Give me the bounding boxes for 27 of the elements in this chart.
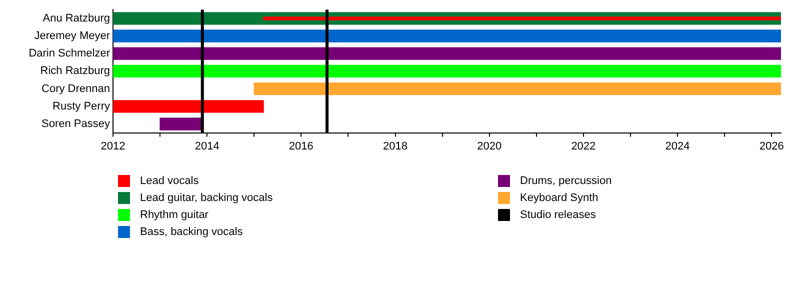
legend-label: Rhythm guitar bbox=[140, 208, 208, 220]
legend-label: Studio releases bbox=[520, 208, 596, 220]
bar bbox=[160, 118, 203, 130]
y-tick-label: Soren Passey bbox=[42, 118, 110, 130]
x-tick-label: 2012 bbox=[100, 140, 126, 152]
bar bbox=[113, 30, 781, 42]
x-tick-label: 2020 bbox=[477, 140, 502, 152]
legend-label: Lead guitar, backing vocals bbox=[140, 192, 273, 204]
x-tick-label: 2018 bbox=[383, 140, 408, 152]
y-tick-label: Rich Ratzburg bbox=[40, 65, 110, 78]
bar bbox=[113, 64, 781, 78]
legend-label: Drums, percussion bbox=[520, 174, 612, 186]
x-tick-label: 2014 bbox=[194, 140, 220, 152]
x-tick-label: 2016 bbox=[288, 140, 314, 152]
x-tick-label: 2022 bbox=[571, 140, 596, 152]
legend-label: Lead vocals bbox=[140, 174, 199, 186]
x-tick-label: 2024 bbox=[665, 140, 690, 152]
x-tick-label: 2026 bbox=[759, 140, 784, 152]
bar bbox=[254, 82, 781, 96]
y-tick-label: Rusty Perry bbox=[52, 100, 110, 112]
legend-label: Keyboard Synth bbox=[520, 192, 598, 204]
y-tick-label: Cory Drennan bbox=[42, 82, 110, 95]
bar bbox=[113, 47, 781, 60]
legend-label: Bass, backing vocals bbox=[140, 226, 243, 238]
y-tick-label: Darin Schmelzer bbox=[28, 48, 110, 60]
y-tick-label: Anu Ratzburg bbox=[42, 12, 110, 24]
y-tick-label: Jeremey Meyer bbox=[34, 30, 110, 42]
